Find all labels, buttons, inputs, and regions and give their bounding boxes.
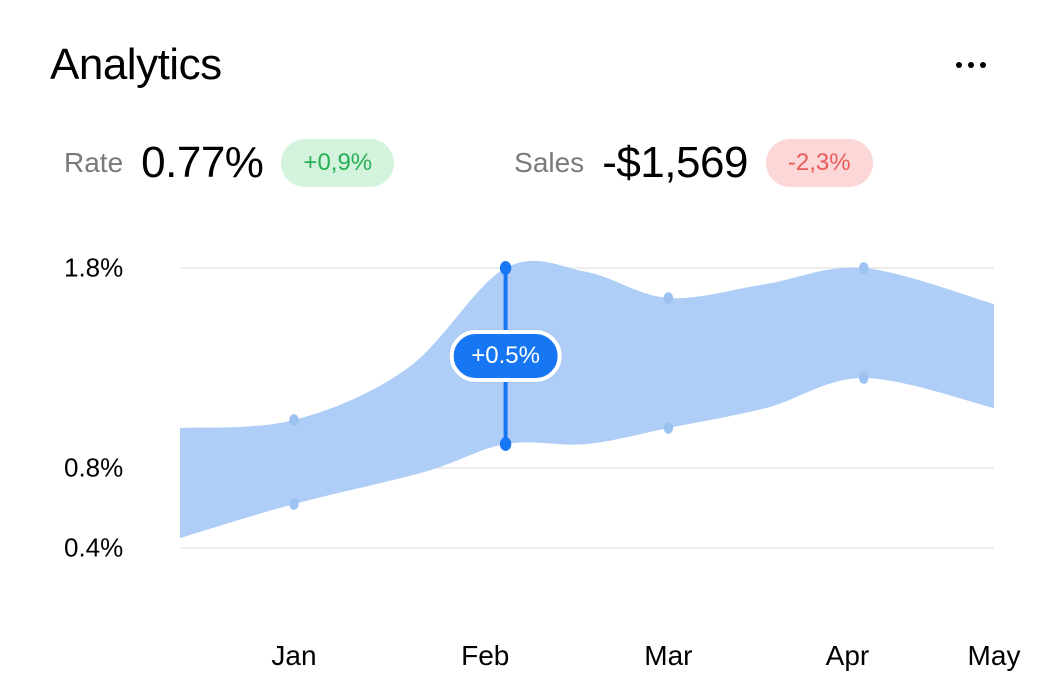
x-tick-label: Feb [461,640,509,672]
sales-label: Sales [514,147,584,179]
chart-area: 1.8%0.8%0.4% +0.5% JanFebMarAprMay [50,228,994,588]
card-title: Analytics [50,40,222,90]
chart-svg [180,228,994,588]
x-tick-label: Mar [644,640,692,672]
sales-delta-badge: -2,3% [766,139,873,187]
dot-icon [956,62,962,68]
highlight-tooltip: +0.5% [449,330,562,382]
metrics-row: Rate 0.77% +0,9% Sales -$1,569 -2,3% [50,138,994,188]
more-options-button[interactable] [948,54,994,76]
x-tick-label: Apr [826,640,870,672]
card-header: Analytics [50,40,994,90]
rate-value: 0.77% [141,138,263,188]
dot-icon [968,62,974,68]
analytics-card: Analytics Rate 0.77% +0,9% Sales -$1,569… [0,0,1044,680]
sales-value: -$1,569 [602,138,748,188]
chart-plot[interactable]: +0.5% [180,228,994,588]
dot-icon [980,62,986,68]
rate-label: Rate [64,147,123,179]
rate-metric: Rate 0.77% +0,9% [64,138,394,188]
y-tick-label: 1.8% [64,252,123,283]
y-tick-label: 0.8% [64,453,123,484]
x-tick-label: Jan [271,640,316,672]
rate-delta-badge: +0,9% [281,139,394,187]
y-axis: 1.8% 0.8% 0.4% [50,228,150,588]
y-tick-label: 0.4% [64,532,123,563]
x-tick-label: May [968,640,1021,672]
sales-metric: Sales -$1,569 -2,3% [514,138,872,188]
